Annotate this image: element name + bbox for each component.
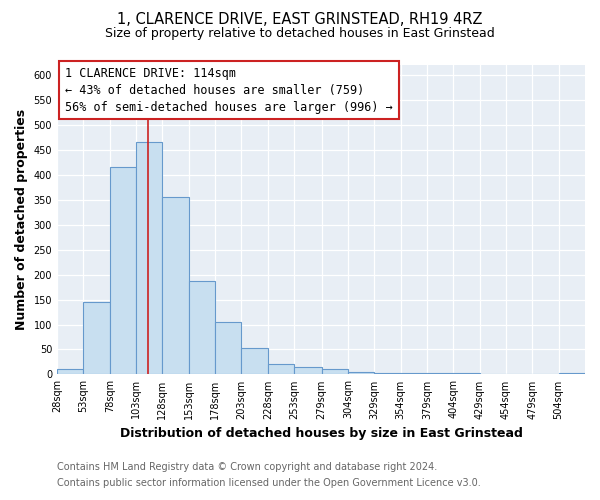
Bar (57, 370, 83, 374)
X-axis label: Distribution of detached houses by size in East Grinstead: Distribution of detached houses by size … (119, 427, 523, 440)
Bar (189, 280, 215, 374)
Bar (401, 373, 427, 374)
Bar (322, 370, 348, 374)
Bar (110, 168, 136, 374)
Text: Contains HM Land Registry data © Crown copyright and database right 2024.: Contains HM Land Registry data © Crown c… (57, 462, 437, 472)
Bar (83, 302, 110, 374)
Text: 1, CLARENCE DRIVE, EAST GRINSTEAD, RH19 4RZ: 1, CLARENCE DRIVE, EAST GRINSTEAD, RH19 … (117, 12, 483, 28)
Y-axis label: Number of detached properties: Number of detached properties (15, 109, 28, 330)
Bar (374, 373, 401, 374)
Text: Contains public sector information licensed under the Open Government Licence v3: Contains public sector information licen… (57, 478, 481, 488)
Bar (294, 367, 322, 374)
Bar (163, 198, 189, 374)
Bar (348, 372, 374, 374)
Bar (241, 348, 268, 374)
Text: 1 CLARENCE DRIVE: 114sqm
← 43% of detached houses are smaller (759)
56% of semi-: 1 CLARENCE DRIVE: 114sqm ← 43% of detach… (65, 66, 393, 114)
Text: Size of property relative to detached houses in East Grinstead: Size of property relative to detached ho… (105, 28, 495, 40)
Bar (268, 364, 294, 374)
Bar (215, 322, 241, 374)
Bar (136, 142, 163, 374)
